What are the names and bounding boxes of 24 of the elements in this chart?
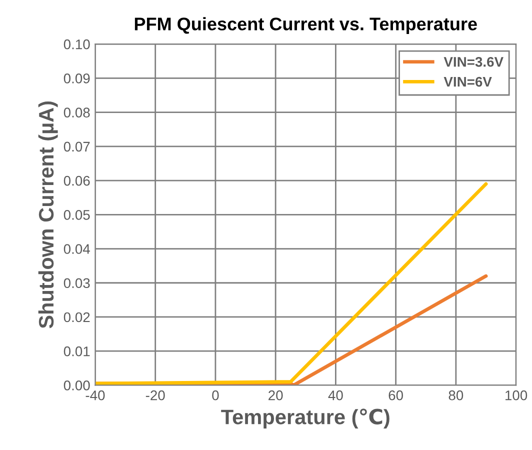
x-tick-label: 20 xyxy=(268,390,283,400)
x-tick-label: 40 xyxy=(328,390,343,400)
y-tick-label: 0.03 xyxy=(64,278,90,288)
chart-title: PFM Quiescent Current vs. Temperature xyxy=(134,17,477,34)
x-tick-label: 80 xyxy=(448,390,464,400)
x-axis-title: Temperature (℃) xyxy=(221,408,390,428)
y-tick-label: 0.00 xyxy=(64,380,90,390)
legend-label: VIN=6V xyxy=(444,76,492,87)
y-tick-label: 0.10 xyxy=(64,39,90,50)
y-tick-label: 0.09 xyxy=(64,74,90,84)
y-tick-label: 0.06 xyxy=(64,176,90,186)
y-tick-label: 0.08 xyxy=(64,108,90,118)
x-tick-label: -20 xyxy=(146,390,165,400)
x-tick-label: 100 xyxy=(506,390,528,400)
legend-label: VIN=3.6V xyxy=(444,56,504,67)
y-axis-title: Shutdown Current (µA) xyxy=(38,101,58,328)
x-tick-label: -40 xyxy=(86,390,105,400)
y-tick-label: 0.04 xyxy=(64,244,90,254)
x-tick-label: 0 xyxy=(212,390,219,400)
y-tick-label: 0.01 xyxy=(64,346,90,356)
y-tick-label: 0.05 xyxy=(64,210,90,220)
y-tick-label: 0.07 xyxy=(64,142,90,152)
x-tick-label: 60 xyxy=(388,390,403,400)
y-tick-label: 0.02 xyxy=(64,312,90,322)
